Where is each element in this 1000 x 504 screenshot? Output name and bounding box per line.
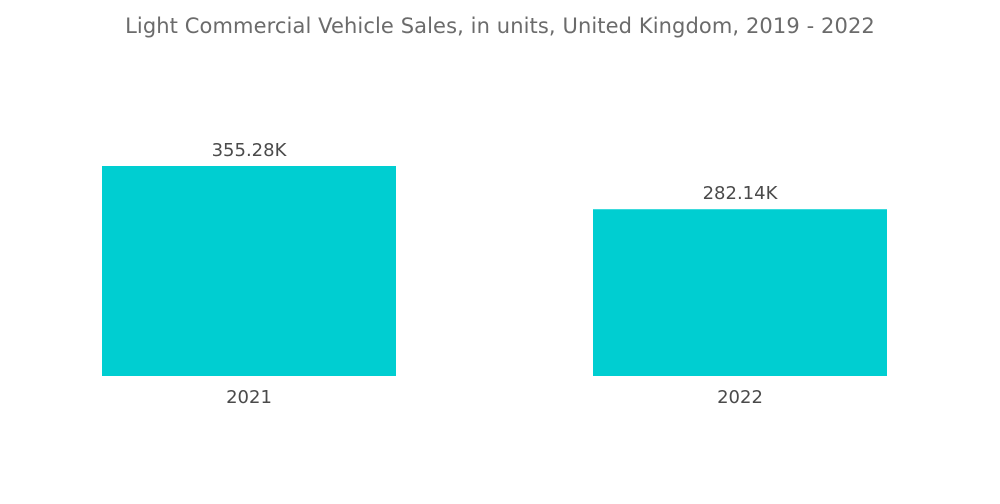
- x-tick-label-2021: 2021: [226, 387, 272, 408]
- x-tick-label-2022: 2022: [717, 387, 763, 408]
- labels-layer: 355.28K 2021 282.14K 2022: [212, 140, 779, 408]
- data-label-2022: 282.14K: [703, 183, 779, 204]
- data-label-2021: 355.28K: [212, 140, 288, 161]
- bar-2021: [102, 166, 396, 376]
- bar-2022: [593, 209, 887, 376]
- chart-title: Light Commercial Vehicle Sales, in units…: [125, 14, 875, 38]
- bars-layer: [102, 166, 887, 376]
